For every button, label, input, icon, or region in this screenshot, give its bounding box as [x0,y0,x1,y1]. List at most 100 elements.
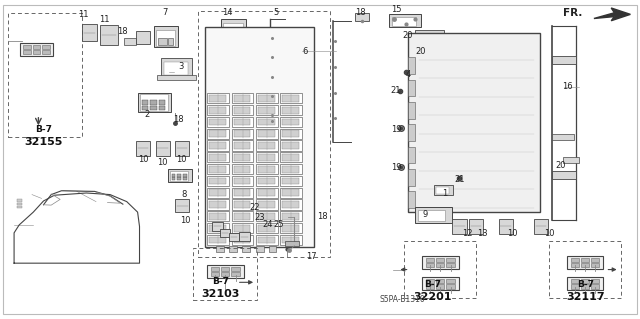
Bar [193,248,257,300]
Bar [198,11,330,257]
Bar [282,189,299,196]
Bar [20,43,53,56]
Bar [567,256,604,269]
Text: 32201: 32201 [413,292,452,302]
Bar [282,166,299,173]
Text: 6: 6 [302,47,307,56]
Bar [234,119,250,125]
Bar [232,152,253,162]
Bar [434,185,453,195]
Bar [256,246,264,252]
Bar [232,211,253,221]
Polygon shape [594,8,630,21]
Text: 3: 3 [179,63,184,71]
Text: B-7: B-7 [212,277,229,286]
Bar [567,277,604,290]
Text: 10: 10 [180,216,191,225]
Text: 14: 14 [223,8,233,17]
Bar [234,189,250,196]
Bar [150,100,157,105]
Bar [242,246,250,252]
Bar [280,211,302,221]
Text: 25: 25 [273,220,284,229]
Bar [426,285,434,288]
Bar [8,13,82,137]
Bar [232,188,253,198]
Bar [280,152,302,162]
Bar [415,30,444,36]
Bar [581,258,589,262]
Bar [17,199,22,202]
Bar [581,263,589,267]
Bar [209,142,226,149]
Bar [408,147,415,163]
Bar [552,56,576,64]
Text: 22: 22 [250,203,260,212]
Bar [571,285,579,288]
Bar [33,50,40,54]
Bar [216,246,224,252]
Text: 20: 20 [556,161,566,170]
Bar [258,95,275,102]
Bar [183,174,187,177]
Bar [258,107,275,114]
Bar [232,176,253,186]
Bar [212,222,223,231]
Bar [205,27,314,247]
Bar [234,213,250,220]
Bar [83,24,97,41]
Text: 10: 10 [507,229,517,238]
Bar [150,106,157,110]
Bar [154,26,178,47]
Bar [158,38,167,45]
Bar [282,130,299,137]
Bar [234,142,250,149]
Text: 15: 15 [392,5,402,14]
Bar [209,95,226,102]
Bar [447,285,454,288]
Bar [177,177,181,180]
Bar [211,267,219,271]
Bar [156,30,175,46]
Bar [232,140,253,151]
Text: 32117: 32117 [566,292,605,302]
Text: FR.: FR. [563,8,582,18]
Text: 16: 16 [562,82,572,91]
Text: 13: 13 [477,229,487,238]
Bar [422,256,458,269]
Bar [447,279,454,283]
Bar [591,279,600,283]
Bar [280,164,302,174]
Bar [282,95,299,102]
Bar [549,241,621,298]
Text: 20: 20 [415,47,426,56]
Bar [209,166,226,173]
Bar [591,263,600,267]
Bar [534,219,548,234]
Bar [436,279,444,283]
Bar [285,241,299,246]
Bar [282,107,299,114]
Text: B-7: B-7 [577,280,594,289]
Bar [209,213,226,220]
Bar [234,237,250,243]
Bar [209,237,226,243]
Bar [234,201,250,208]
Bar [258,201,275,208]
Bar [408,191,415,208]
Bar [280,188,302,198]
Bar [207,188,229,198]
Bar [581,279,589,283]
Bar [408,124,415,141]
Bar [269,246,276,252]
Bar [177,174,181,177]
Bar [207,117,229,127]
Bar [256,199,278,210]
Bar [234,154,250,161]
Bar [256,223,278,233]
Bar [436,187,449,194]
Text: 21: 21 [454,175,465,184]
Bar [282,237,299,243]
Bar [234,178,250,184]
Text: 8: 8 [181,190,186,199]
